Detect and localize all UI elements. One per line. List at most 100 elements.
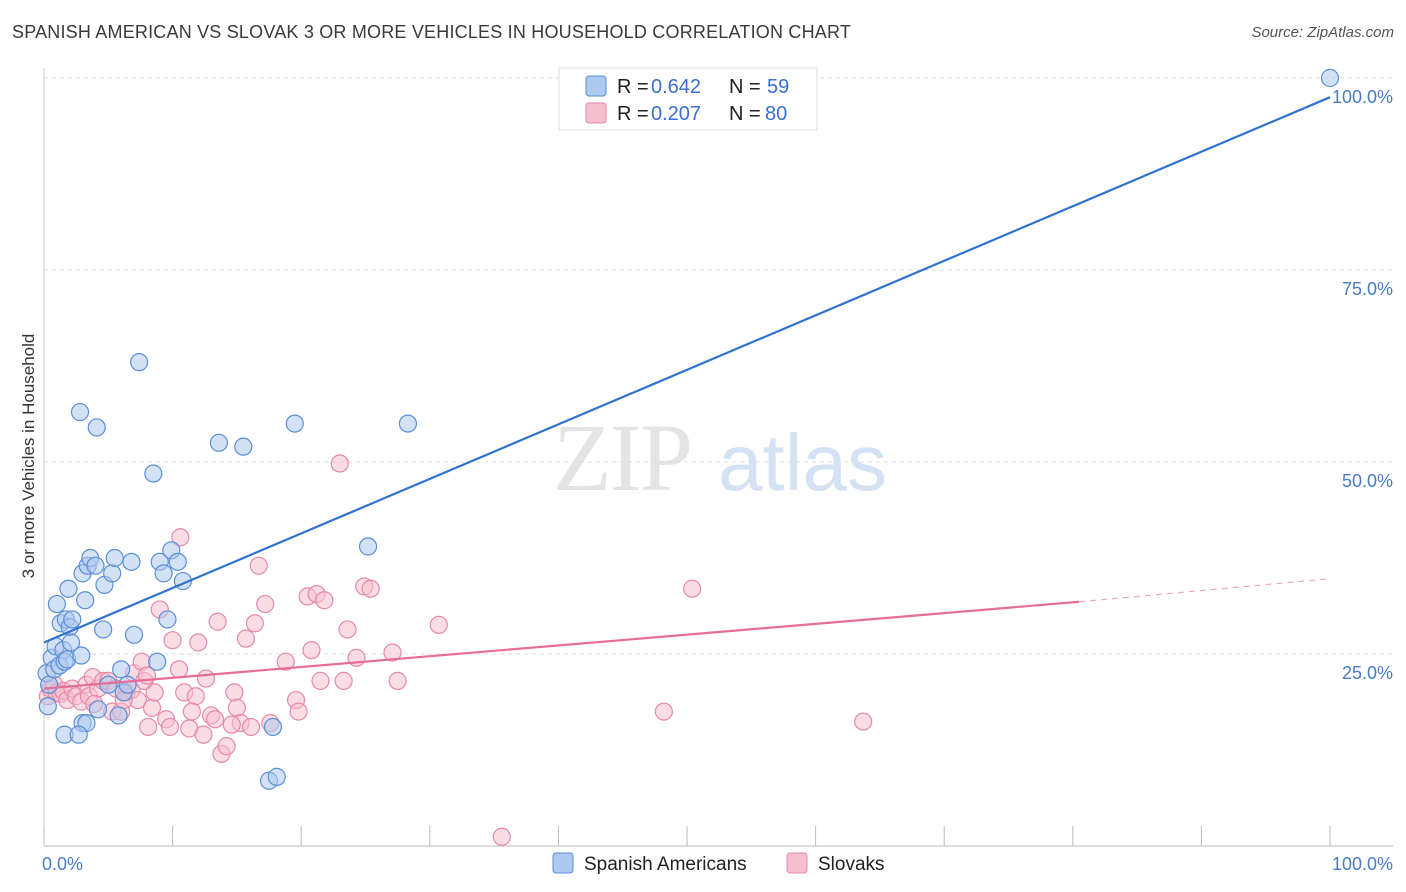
spanish-americans-point-42 <box>158 610 177 629</box>
watermark-atlas: atlas <box>718 418 887 507</box>
spanish-americans-point-33 <box>112 660 131 679</box>
spanish-americans-point-15 <box>61 633 81 652</box>
chart-source: Source: ZipAtlas.com <box>1251 24 1394 41</box>
tick-labels: 25.0% 50.0% 75.0% 100.0% 0.0% 100.0% <box>42 87 1393 874</box>
spanish-americans-point-6 <box>47 594 66 614</box>
spanish-americans-point-37 <box>130 353 149 372</box>
chart-title: SPANISH AMERICAN VS SLOVAK 3 OR MORE VEH… <box>12 22 852 42</box>
spanish-americans-point-39 <box>148 652 167 671</box>
x-tick-label-0: 0.0% <box>42 854 83 874</box>
spanish-americans-point-47 <box>234 437 253 456</box>
slovaks-point-50 <box>245 614 265 633</box>
y-tick-label-3: 100.0% <box>1332 87 1393 107</box>
spanish-americans-point-51 <box>285 414 304 433</box>
slovaks-point-30 <box>160 717 180 737</box>
slovaks-point-70 <box>429 615 448 634</box>
slovaks-point-54 <box>276 652 295 671</box>
spanish-americans-point-57 <box>118 675 137 694</box>
slovaks-point-39 <box>196 669 216 688</box>
slovaks-point-33 <box>169 660 189 679</box>
watermark-zip: ZIP <box>553 404 691 511</box>
spanish-americans-trend-line <box>43 96 1331 644</box>
slovaks-point-61 <box>315 591 334 610</box>
legend-n-label-2: N = <box>729 103 761 125</box>
grid-lines <box>44 77 1393 655</box>
x-tick-label-1: 100.0% <box>1332 854 1393 874</box>
slovaks-point-49 <box>241 717 261 737</box>
axes <box>43 68 1393 847</box>
spanish-americans-points <box>37 68 1340 790</box>
legend-swatch-pink <box>585 102 607 124</box>
spanish-americans-point-46 <box>209 433 228 452</box>
spanish-americans-point-2 <box>40 675 59 694</box>
slovaks-point-44 <box>217 737 236 756</box>
spanish-americans-point-55 <box>69 725 88 744</box>
bottom-legend-label-spanish-americans: Spanish Americans <box>584 854 747 875</box>
legend-r-label-2: R = <box>617 103 649 125</box>
slovaks-point-37 <box>189 633 208 652</box>
slovaks-point-69 <box>388 671 407 690</box>
slovaks-point-25 <box>139 717 158 737</box>
spanish-americans-point-31 <box>105 548 124 568</box>
spanish-americans-point-53 <box>398 414 418 433</box>
slovaks-point-78 <box>182 702 201 721</box>
spanish-americans-point-58 <box>1320 68 1340 88</box>
slovaks-trend-line <box>43 600 1080 690</box>
spanish-americans-point-50 <box>267 767 286 786</box>
spanish-americans-point-32 <box>109 706 128 725</box>
slovaks-point-71 <box>492 827 511 846</box>
legend-n-value-2: 80 <box>765 103 787 125</box>
y-tick-label-2: 75.0% <box>1342 279 1393 299</box>
slovaks-point-72 <box>654 702 673 721</box>
slovaks-point-63 <box>334 671 353 690</box>
spanish-americans-point-44 <box>168 552 187 571</box>
slovaks-point-60 <box>311 671 330 690</box>
slovaks-point-36 <box>186 687 205 706</box>
slovaks-point-51 <box>249 556 268 575</box>
slovaks-trend-line-extension <box>1079 578 1331 603</box>
spanish-americans-point-27 <box>88 700 108 719</box>
spanish-americans-point-52 <box>358 537 378 556</box>
slovaks-point-67 <box>361 579 380 598</box>
slovaks-point-64 <box>338 620 357 639</box>
spanish-americans-point-38 <box>144 464 163 483</box>
bottom-legend: Spanish Americans Slovaks <box>552 852 885 875</box>
y-tick-label-0: 25.0% <box>1342 663 1393 683</box>
slovaks-point-52 <box>256 594 275 614</box>
slovaks-point-75 <box>222 715 241 734</box>
spanish-americans-point-36 <box>124 625 144 644</box>
trend-lines <box>43 96 1331 690</box>
legend: R = 0.642 N = 59 R = 0.207 N = 80 <box>558 67 818 131</box>
slovaks-point-32 <box>171 528 190 547</box>
bottom-legend-swatch-blue <box>552 852 574 874</box>
slovaks-point-27 <box>145 683 164 702</box>
legend-r-value-1: 0.642 <box>651 76 701 98</box>
spanish-americans-point-18 <box>72 646 91 665</box>
slovaks-point-56 <box>289 702 308 721</box>
slovaks-point-26 <box>142 698 162 717</box>
slovaks-point-41 <box>205 710 225 729</box>
spanish-americans-point-49 <box>263 717 283 737</box>
spanish-americans-point-25 <box>86 556 105 575</box>
slovaks-point-62 <box>330 454 349 473</box>
legend-r-label-1: R = <box>617 76 649 98</box>
slovaks-point-48 <box>236 629 256 648</box>
slovaks-point-58 <box>302 641 321 660</box>
slovaks-point-45 <box>225 683 244 702</box>
slovaks-points <box>38 454 873 846</box>
spanish-americans-point-13 <box>59 579 78 598</box>
legend-n-value-1: 59 <box>767 76 789 98</box>
bottom-legend-swatch-pink <box>786 852 808 874</box>
legend-swatch-blue <box>585 75 607 97</box>
spanish-americans-point-16 <box>63 610 82 629</box>
y-axis-label: 3 or more Vehicles in Household <box>19 334 38 579</box>
spanish-americans-point-21 <box>76 591 95 610</box>
bottom-legend-label-slovaks: Slovaks <box>818 854 885 875</box>
y-tick-label-1: 50.0% <box>1342 471 1393 491</box>
spanish-americans-point-17 <box>70 402 90 422</box>
slovaks-point-38 <box>194 725 213 744</box>
slovaks-point-42 <box>208 612 227 631</box>
slovaks-point-73 <box>683 579 702 598</box>
legend-r-value-2: 0.207 <box>651 103 701 125</box>
